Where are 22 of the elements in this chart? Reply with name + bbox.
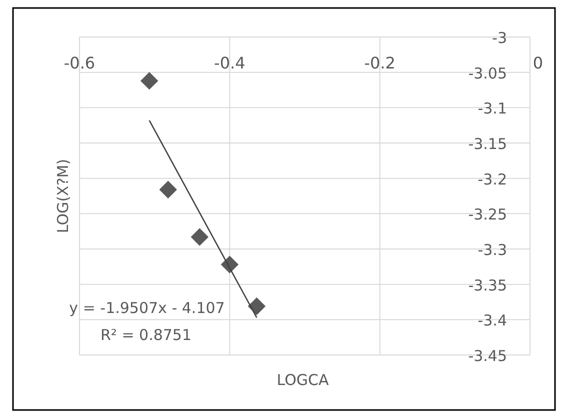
y-tick-label: -3.1 — [478, 100, 507, 118]
x-tick-label: -0.6 — [64, 53, 96, 72]
x-tick-label: -0.4 — [214, 53, 246, 72]
y-tick-label: -3.05 — [468, 64, 507, 82]
point — [159, 180, 177, 198]
annotation: R² = 0.8751 — [100, 326, 192, 344]
point — [190, 228, 208, 246]
y-tick-label: -3.25 — [468, 206, 507, 224]
y-tick-label: -3.15 — [468, 135, 507, 153]
annotation: y = -1.9507x - 4.107 — [69, 299, 225, 317]
y-tick-label: -3.35 — [468, 276, 507, 294]
y-tick-label: -3.45 — [468, 347, 507, 365]
x-tick-label: 0 — [532, 53, 544, 72]
point — [248, 297, 266, 316]
y-tick-label: -3.3 — [478, 241, 507, 259]
y-axis-title: LOG(X?M) — [54, 158, 72, 234]
y-tick-label: -3.4 — [478, 312, 507, 330]
point — [140, 72, 158, 90]
x-tick-label: -0.2 — [364, 53, 396, 72]
x-axis-title: LOGCA — [276, 371, 330, 389]
y-tick-label: -3.2 — [478, 170, 507, 188]
y-tick-label: -3 — [492, 29, 507, 47]
